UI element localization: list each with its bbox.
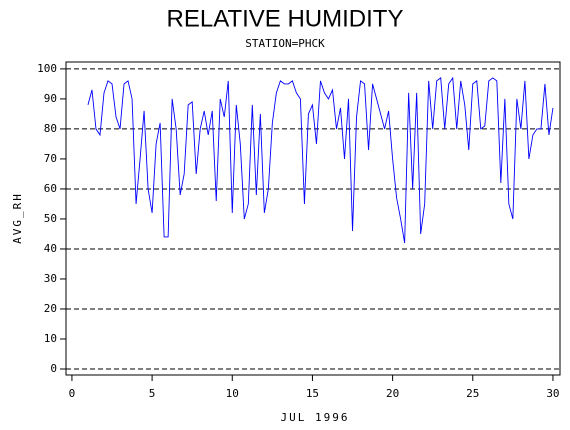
x-tick-label: 20: [386, 387, 399, 400]
x-tick-label: 15: [306, 387, 319, 400]
y-tick-label: 90: [44, 92, 57, 105]
y-tick-label: 40: [44, 242, 57, 255]
y-tick-label: 30: [44, 272, 57, 285]
x-axis-label: JUL 1996: [281, 411, 350, 424]
y-axis-label: AVG_RH: [11, 192, 24, 244]
y-tick-label: 10: [44, 332, 57, 345]
x-tick-label: 0: [69, 387, 76, 400]
chart-title: RELATIVE HUMIDITY: [167, 5, 404, 32]
x-tick-label: 10: [226, 387, 239, 400]
y-tick-label: 50: [44, 212, 57, 225]
y-tick-label: 80: [44, 122, 57, 135]
y-tick-label: 20: [44, 302, 57, 315]
y-tick-label: 60: [44, 182, 57, 195]
chart-subtitle: STATION=PHCK: [245, 37, 325, 50]
data-line: [87, 76, 554, 244]
x-tick-label: 30: [546, 387, 559, 400]
x-tick-label: 5: [149, 387, 156, 400]
y-tick-label: 70: [44, 152, 57, 165]
y-tick-label: 0: [50, 362, 57, 375]
y-tick-label: 100: [37, 62, 57, 75]
x-tick-label: 25: [466, 387, 479, 400]
